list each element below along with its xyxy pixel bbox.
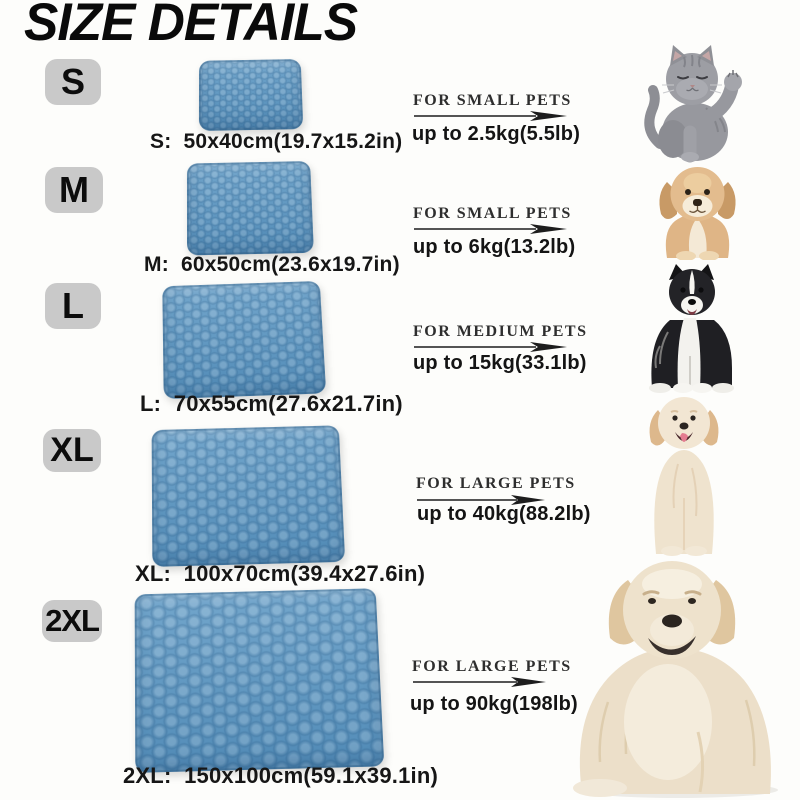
cooling-mat-2xl bbox=[134, 588, 385, 773]
mat-dimensions-l: L: 70x55cm(27.6x21.7in) bbox=[140, 391, 403, 416]
size-badge-xl: XL bbox=[43, 429, 101, 472]
weight-limit-2xl: up to 90kg(198lb) bbox=[410, 693, 578, 715]
cream-puppy-photo bbox=[649, 397, 719, 556]
weight-limit-xl: up to 40kg(88.2lb) bbox=[417, 503, 591, 525]
arrow-right-icon bbox=[414, 342, 567, 352]
golden-retriever-photo bbox=[573, 561, 778, 798]
pets-category-label-2xl: FOR LARGE PETS bbox=[412, 658, 572, 675]
cooling-mat-s bbox=[198, 59, 304, 131]
border-collie-photo bbox=[649, 264, 734, 393]
page-title: SIZE DETAILS bbox=[24, 0, 358, 52]
pets-category-label-s: FOR SMALL PETS bbox=[413, 92, 572, 109]
cooling-mat-l bbox=[162, 280, 327, 400]
mat-dimensions-xl: XL: 100x70cm(39.4x27.6in) bbox=[135, 561, 426, 586]
mat-dimensions-2xl: 2XL: 150x100cm(59.1x39.1in) bbox=[123, 763, 439, 788]
pets-category-label-l: FOR MEDIUM PETS bbox=[413, 323, 588, 340]
weight-limit-l: up to 15kg(33.1lb) bbox=[413, 352, 587, 374]
cooling-mat-xl bbox=[151, 425, 346, 567]
size-badge-m: M bbox=[45, 167, 103, 213]
weight-limit-m: up to 6kg(13.2lb) bbox=[413, 236, 576, 258]
size-badge-2xl: 2XL bbox=[42, 600, 102, 642]
weight-limit-s: up to 2.5kg(5.5lb) bbox=[412, 123, 581, 145]
mat-dimensions-s: S: 50x40cm(19.7x15.2in) bbox=[150, 130, 403, 153]
mat-dimensions-m: M: 60x50cm(23.6x19.7in) bbox=[144, 253, 400, 276]
pets-category-label-xl: FOR LARGE PETS bbox=[416, 475, 576, 492]
size-badge-s: S bbox=[45, 59, 101, 105]
arrow-right-icon bbox=[414, 224, 567, 234]
pets-category-label-m: FOR SMALL PETS bbox=[413, 205, 572, 222]
arrow-right-icon bbox=[417, 495, 545, 505]
tan-puppy-photo bbox=[659, 167, 736, 260]
size-badge-l: L bbox=[45, 283, 101, 329]
cooling-mat-m bbox=[186, 161, 314, 256]
arrow-right-icon bbox=[413, 677, 546, 687]
gray-kitten-photo bbox=[644, 45, 742, 163]
arrow-right-icon bbox=[414, 111, 567, 121]
